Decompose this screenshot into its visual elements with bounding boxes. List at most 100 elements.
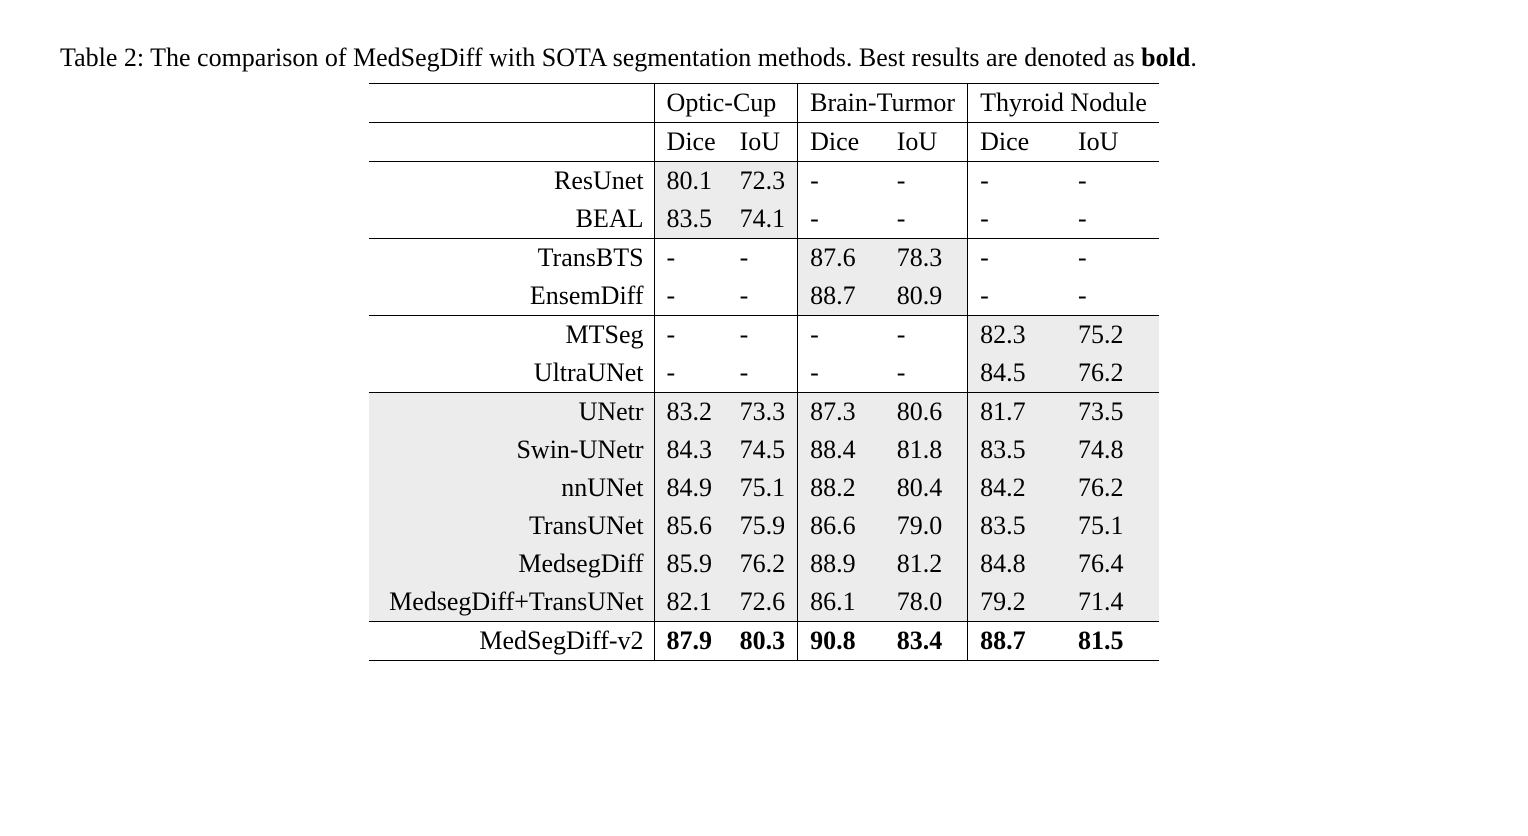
cell-tn-iou: 73.5 [1066, 393, 1159, 432]
cell-tn-dice: 84.8 [968, 545, 1066, 583]
cell-tn-iou: - [1066, 239, 1159, 278]
comparison-table: Optic-Cup Brain-Turmor Thyroid Nodule Di… [369, 83, 1159, 661]
header-empty [369, 84, 654, 123]
table-row: UltraUNet - - - - 84.5 76.2 [369, 354, 1159, 393]
cell-oc-iou: 80.3 [728, 622, 798, 661]
cell-tn-dice: 83.5 [968, 431, 1066, 469]
cell-tn-dice: 79.2 [968, 583, 1066, 622]
cell-bt-dice: - [798, 354, 885, 393]
cell-tn-iou: 75.1 [1066, 507, 1159, 545]
table-row: ResUnet 80.1 72.3 - - - - [369, 162, 1159, 201]
table-row: BEAL 83.5 74.1 - - - - [369, 200, 1159, 239]
cell-bt-iou: 79.0 [885, 507, 968, 545]
method-cell: ResUnet [369, 162, 654, 201]
cell-tn-iou: - [1066, 277, 1159, 316]
cell-bt-dice: 88.7 [798, 277, 885, 316]
cell-bt-iou: 78.0 [885, 583, 968, 622]
method-cell: MedsegDiff+TransUNet [369, 583, 654, 622]
cell-bt-iou: 81.2 [885, 545, 968, 583]
cell-oc-dice: - [654, 354, 728, 393]
cell-tn-dice: 83.5 [968, 507, 1066, 545]
cell-tn-iou: 76.2 [1066, 354, 1159, 393]
header-metric-row: Dice IoU Dice IoU Dice IoU [369, 123, 1159, 162]
header-bt-iou: IoU [885, 123, 968, 162]
header-tn-iou: IoU [1066, 123, 1159, 162]
cell-tn-dice: 82.3 [968, 316, 1066, 355]
cell-tn-dice: 84.5 [968, 354, 1066, 393]
method-cell: UNetr [369, 393, 654, 432]
cell-oc-dice: 83.5 [654, 200, 728, 239]
cell-bt-iou: - [885, 162, 968, 201]
cell-tn-iou: 81.5 [1066, 622, 1159, 661]
cell-oc-iou: - [728, 354, 798, 393]
cell-bt-dice: - [798, 200, 885, 239]
cell-oc-iou: - [728, 277, 798, 316]
cell-bt-iou: 80.6 [885, 393, 968, 432]
method-cell: TransUNet [369, 507, 654, 545]
cell-tn-iou: 71.4 [1066, 583, 1159, 622]
cell-oc-iou: 72.6 [728, 583, 798, 622]
table-row: TransUNet 85.6 75.9 86.6 79.0 83.5 75.1 [369, 507, 1159, 545]
cell-tn-iou: 76.4 [1066, 545, 1159, 583]
cell-oc-dice: - [654, 239, 728, 278]
caption-prefix: Table 2: The comparison of MedSegDiff wi… [60, 43, 1141, 72]
cell-oc-iou: 73.3 [728, 393, 798, 432]
cell-tn-dice: 81.7 [968, 393, 1066, 432]
cell-oc-dice: - [654, 277, 728, 316]
cell-oc-iou: 76.2 [728, 545, 798, 583]
table-row: nnUNet 84.9 75.1 88.2 80.4 84.2 76.2 [369, 469, 1159, 507]
method-cell: MTSeg [369, 316, 654, 355]
cell-bt-iou: 83.4 [885, 622, 968, 661]
cell-oc-iou: 75.1 [728, 469, 798, 507]
table-caption: Table 2: The comparison of MedSegDiff wi… [60, 40, 1468, 75]
header-tn-dice: Dice [968, 123, 1066, 162]
method-cell: UltraUNet [369, 354, 654, 393]
header-group-row: Optic-Cup Brain-Turmor Thyroid Nodule [369, 84, 1159, 123]
cell-tn-dice: - [968, 200, 1066, 239]
cell-bt-iou: - [885, 316, 968, 355]
table-row: TransBTS - - 87.6 78.3 - - [369, 239, 1159, 278]
cell-oc-iou: 74.5 [728, 431, 798, 469]
cell-bt-iou: 81.8 [885, 431, 968, 469]
table-row: EnsemDiff - - 88.7 80.9 - - [369, 277, 1159, 316]
cell-tn-dice: - [968, 277, 1066, 316]
cell-tn-iou: - [1066, 162, 1159, 201]
cell-bt-dice: - [798, 316, 885, 355]
header-bt-dice: Dice [798, 123, 885, 162]
cell-tn-iou: - [1066, 200, 1159, 239]
method-cell: BEAL [369, 200, 654, 239]
cell-oc-dice: 83.2 [654, 393, 728, 432]
cell-bt-dice: 87.3 [798, 393, 885, 432]
cell-oc-dice: 84.9 [654, 469, 728, 507]
cell-oc-dice: 87.9 [654, 622, 728, 661]
header-oc-dice: Dice [654, 123, 728, 162]
table-row: MedSegDiff-v2 87.9 80.3 90.8 83.4 88.7 8… [369, 622, 1159, 661]
cell-bt-dice: 88.4 [798, 431, 885, 469]
header-brain-tumor: Brain-Turmor [798, 84, 968, 123]
method-cell: Swin-UNetr [369, 431, 654, 469]
cell-oc-iou: - [728, 316, 798, 355]
cell-oc-iou: - [728, 239, 798, 278]
cell-oc-iou: 72.3 [728, 162, 798, 201]
cell-oc-dice: 82.1 [654, 583, 728, 622]
cell-bt-iou: 80.9 [885, 277, 968, 316]
table-row: MTSeg - - - - 82.3 75.2 [369, 316, 1159, 355]
cell-tn-iou: 75.2 [1066, 316, 1159, 355]
cell-oc-dice: - [654, 316, 728, 355]
table-row: MedsegDiff 85.9 76.2 88.9 81.2 84.8 76.4 [369, 545, 1159, 583]
cell-tn-iou: 74.8 [1066, 431, 1159, 469]
cell-oc-iou: 74.1 [728, 200, 798, 239]
cell-bt-dice: - [798, 162, 885, 201]
cell-bt-dice: 86.6 [798, 507, 885, 545]
cell-bt-iou: - [885, 354, 968, 393]
header-empty-2 [369, 123, 654, 162]
cell-tn-dice: - [968, 239, 1066, 278]
cell-bt-dice: 88.9 [798, 545, 885, 583]
cell-tn-iou: 76.2 [1066, 469, 1159, 507]
cell-bt-dice: 87.6 [798, 239, 885, 278]
table-row: MedsegDiff+TransUNet 82.1 72.6 86.1 78.0… [369, 583, 1159, 622]
method-cell: EnsemDiff [369, 277, 654, 316]
cell-oc-iou: 75.9 [728, 507, 798, 545]
header-optic-cup: Optic-Cup [654, 84, 798, 123]
header-oc-iou: IoU [728, 123, 798, 162]
